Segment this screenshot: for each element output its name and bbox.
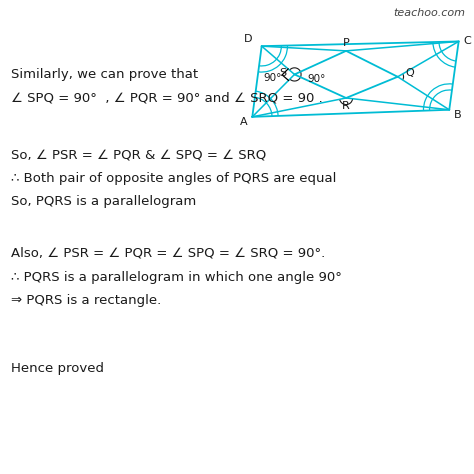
Text: Similarly, we can prove that: Similarly, we can prove that (11, 68, 198, 81)
Text: So, ∠ PSR = ∠ PQR & ∠ SPQ = ∠ SRQ: So, ∠ PSR = ∠ PQR & ∠ SPQ = ∠ SRQ (11, 148, 266, 161)
Text: R: R (342, 101, 350, 111)
Text: B: B (454, 110, 462, 120)
Text: ∴ Both pair of opposite angles of PQRS are equal: ∴ Both pair of opposite angles of PQRS a… (11, 172, 336, 184)
Text: 90°: 90° (307, 73, 326, 84)
Text: 90°: 90° (263, 73, 282, 83)
Text: C: C (464, 36, 471, 46)
Text: Q: Q (406, 68, 414, 78)
Text: ⇒ PQRS is a rectangle.: ⇒ PQRS is a rectangle. (11, 294, 161, 307)
Text: So, PQRS is a parallelogram: So, PQRS is a parallelogram (11, 195, 196, 208)
Text: D: D (244, 34, 252, 44)
Text: P: P (343, 38, 349, 48)
Text: Also, ∠ PSR = ∠ PQR = ∠ SPQ = ∠ SRQ = 90°.: Also, ∠ PSR = ∠ PQR = ∠ SPQ = ∠ SRQ = 90… (11, 247, 325, 260)
Text: ∠ SPQ = 90°  , ∠ PQR = 90° and ∠ SRQ = 90 .: ∠ SPQ = 90° , ∠ PQR = 90° and ∠ SRQ = 90… (11, 91, 322, 104)
Text: A: A (240, 117, 247, 127)
Text: S: S (279, 68, 286, 78)
Text: teachoo.com: teachoo.com (394, 9, 465, 18)
Text: Hence proved: Hence proved (11, 363, 104, 375)
Text: ∴ PQRS is a parallelogram in which one angle 90°: ∴ PQRS is a parallelogram in which one a… (11, 271, 342, 283)
